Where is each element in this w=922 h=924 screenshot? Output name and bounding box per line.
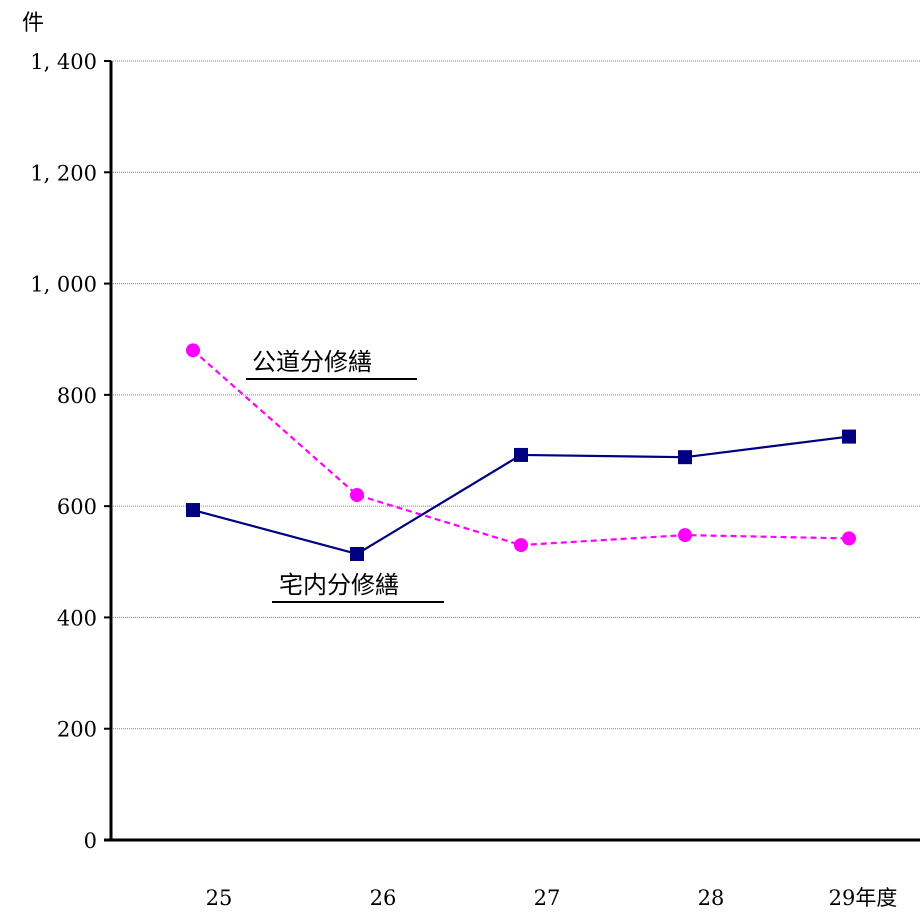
- y-tick-labels: 0 200 400 600 800 1, 000 1, 200 1, 400: [30, 50, 97, 853]
- gridlines: [111, 60, 920, 730]
- x-tick-label: 28: [698, 886, 725, 910]
- y-tick-label: 1, 000: [30, 273, 97, 297]
- series: [186, 343, 856, 561]
- data-point: [678, 528, 692, 543]
- x-tick-label: 26: [370, 886, 397, 910]
- data-point: [186, 503, 200, 518]
- series-2: [186, 429, 856, 561]
- y-tick-label: 1, 400: [30, 50, 97, 74]
- y-tick-label: 0: [84, 829, 97, 853]
- y-tick-label: 400: [57, 606, 97, 630]
- data-point: [514, 538, 528, 553]
- data-point: [842, 429, 856, 444]
- data-point: [678, 450, 692, 465]
- y-tick-label: 600: [57, 495, 97, 519]
- x-tick-label: 25: [206, 886, 233, 910]
- y-unit-label: 件: [22, 11, 44, 36]
- y-tick-label: 800: [57, 384, 97, 408]
- series-label: 公道分修繕: [252, 348, 372, 376]
- data-point: [350, 488, 364, 503]
- y-tick-label: 200: [57, 718, 97, 742]
- data-point: [514, 447, 528, 462]
- x-tick-label: 27: [534, 886, 561, 910]
- axes: [104, 60, 920, 842]
- data-point: [186, 343, 200, 358]
- x-tick-label: 29年度: [829, 886, 898, 910]
- series-label: 宅内分修繕: [279, 571, 399, 599]
- series-1: [186, 343, 856, 553]
- data-point: [350, 546, 364, 561]
- x-tick-labels: 25 26 27 28 29年度: [206, 886, 898, 910]
- data-point: [842, 531, 856, 546]
- y-tick-label: 1, 200: [30, 161, 97, 185]
